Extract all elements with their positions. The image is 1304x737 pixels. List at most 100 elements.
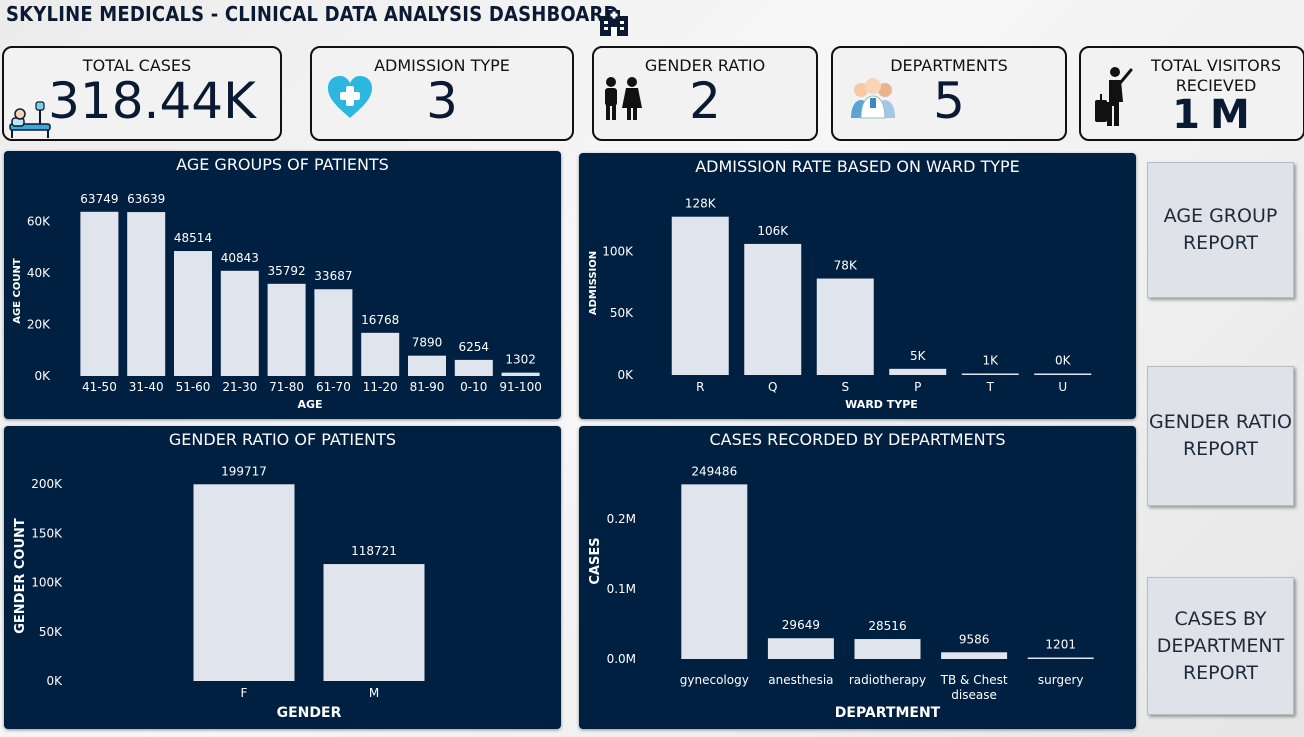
hospital-icon: [600, 10, 628, 36]
x-axis-title: WARD TYPE: [845, 398, 918, 411]
heart-plus-icon: [328, 76, 372, 118]
gender-ratio-report-button[interactable]: GENDER RATIO REPORT: [1147, 366, 1294, 506]
x-tick-label: anesthesia: [768, 673, 833, 687]
kpi-total-cases-label: TOTAL CASES: [82, 56, 192, 75]
bar: [744, 243, 802, 375]
x-tick-label: gynecology: [680, 673, 749, 687]
gender-ratio-chart: 0K 50K 100K 150K 200K 199717 F 118721 M GENDER GEN…: [13, 464, 425, 721]
bar-value-label: 35792: [268, 264, 306, 278]
bar: [889, 368, 947, 375]
bar-value-label: 48514: [174, 231, 212, 245]
bar-value-label: 1302: [505, 353, 536, 367]
y-tick-label: 0K: [46, 674, 63, 688]
age-groups-chart-title: AGE GROUPS OF PATIENTS: [176, 155, 389, 174]
bar: [408, 355, 446, 376]
y-tick-label: 100K: [602, 244, 634, 258]
bar-value-label: 7890: [412, 336, 443, 350]
x-axis-title: DEPARTMENT: [835, 705, 941, 721]
kpi-departments: DEPARTMENTS 5: [831, 46, 1067, 141]
y-tick-label: 150K: [31, 526, 63, 540]
gender-ratio-chart-title: GENDER RATIO OF PATIENTS: [168, 430, 397, 449]
bar-value-label: 29649: [782, 618, 820, 632]
doctors-group-icon: [851, 78, 895, 119]
y-tick-label: 60K: [27, 214, 51, 228]
y-tick-label: 0.0M: [607, 652, 636, 666]
kpi-gender-ratio: GENDER RATIO 2: [592, 46, 818, 141]
bar-value-label: 1K: [982, 354, 999, 368]
bar-value-label: 0K: [1055, 354, 1072, 368]
bar: [941, 652, 1008, 659]
y-axis-title: ADMISSION: [588, 251, 599, 315]
x-tick-label: 41-50: [82, 380, 117, 394]
age-groups-chart-panel: AGE GROUPS OF PATIENTS 0K 20K 40K 60K 63749 4…: [4, 151, 561, 419]
bar: [671, 216, 729, 375]
x-axis-title: AGE: [297, 398, 322, 411]
department-cases-chart-panel: CASES RECORDED BY DEPARTMENTS 0.0M 0.1M 0.…: [579, 426, 1136, 729]
y-tick-label: 0K: [617, 368, 634, 382]
y-tick-label: 50K: [610, 306, 634, 320]
x-tick-label: radiotherapy: [849, 673, 926, 687]
department-report-button[interactable]: CASES BY DEPARTMENT REPORT: [1147, 577, 1294, 715]
x-tick-label: 81-90: [410, 380, 445, 394]
x-axis-title: GENDER: [277, 705, 342, 721]
kpi-total-visitors-value: 1M: [1172, 92, 1260, 138]
y-tick-label: 0.1M: [607, 582, 636, 596]
x-tick-label: U: [1058, 380, 1067, 394]
kpi-gender-ratio-label: GENDER RATIO: [644, 56, 766, 75]
y-tick-label: 20K: [27, 317, 51, 331]
kpi-gender-ratio-value: 2: [689, 72, 721, 130]
department-cases-chart-title: CASES RECORDED BY DEPARTMENTS: [709, 430, 1006, 449]
x-tick-label: T: [986, 380, 995, 394]
ward-admission-chart: 0K 50K 100K 128K R 106K Q 78K S 5K P 1K T 0K U WARD TYP…: [588, 197, 1092, 411]
x-tick-label: 0-10: [460, 380, 487, 394]
kpi-total-visitors-label: TOTAL VISITORS RECIEVED: [1150, 56, 1282, 95]
x-tick-label: 71-80: [269, 380, 304, 394]
kpi-departments-label: DEPARTMENTS: [890, 56, 1008, 75]
x-tick-label: M: [369, 686, 379, 700]
bar: [961, 373, 1019, 375]
y-axis-title: CASES: [588, 537, 603, 584]
bar: [1034, 373, 1092, 375]
bar: [193, 484, 295, 681]
x-tick-label: surgery: [1038, 673, 1084, 687]
bar-value-label: 63749: [80, 192, 118, 206]
x-tick-label: 21-30: [222, 380, 257, 394]
y-tick-label: 0K: [34, 369, 51, 383]
bar: [361, 332, 400, 376]
age-group-report-button[interactable]: AGE GROUP REPORT: [1147, 162, 1294, 298]
bar-value-label: 33687: [314, 269, 352, 283]
bar: [314, 289, 353, 376]
bar: [816, 278, 874, 375]
kpi-admission-type-label: ADMISSION TYPE: [374, 56, 510, 75]
patient-bed-icon: [9, 101, 51, 138]
bar: [323, 564, 425, 681]
bar-value-label: 199717: [221, 464, 267, 478]
kpi-total-cases: TOTAL CASES 318.44K: [2, 46, 282, 141]
bar-value-label: 5K: [910, 349, 927, 363]
bar-value-label: 106K: [757, 224, 789, 238]
dashboard-title: SKYLINE MEDICALS - CLINICAL DATA ANALYSI…: [6, 2, 619, 26]
ward-admission-chart-panel: ADMISSION RATE BASED ON WARD TYPE 0K 50K 1…: [579, 153, 1136, 419]
bar-value-label: 1201: [1045, 638, 1076, 652]
bar: [501, 372, 540, 376]
bar-value-label: 128K: [685, 197, 717, 211]
bar-value-label: 28516: [868, 619, 906, 633]
bar: [267, 283, 306, 376]
kpi-departments-value: 5: [933, 72, 965, 130]
bar: [454, 359, 493, 376]
department-cases-chart: 0.0M 0.1M 0.2M 249486 gynecology 29649 anesthe…: [588, 464, 1094, 721]
kpi-admission-type: ADMISSION TYPE 3: [310, 46, 574, 141]
x-tick-label: 91-100: [499, 380, 542, 394]
y-tick-label: 0.2M: [607, 512, 636, 526]
y-axis-title: AGE COUNT: [12, 258, 23, 324]
traveler-luggage-icon: [1095, 67, 1133, 126]
x-tick-label: 11-20: [363, 380, 398, 394]
bar-value-label: 78K: [834, 259, 858, 273]
bar: [767, 638, 834, 659]
x-tick-label: 31-40: [129, 380, 164, 394]
x-tick-label: Q: [768, 380, 777, 394]
bar: [220, 270, 259, 376]
bar-value-label: 16768: [361, 313, 399, 327]
x-tick-label: TB & Chest disease: [940, 673, 1008, 702]
bar: [681, 484, 748, 659]
